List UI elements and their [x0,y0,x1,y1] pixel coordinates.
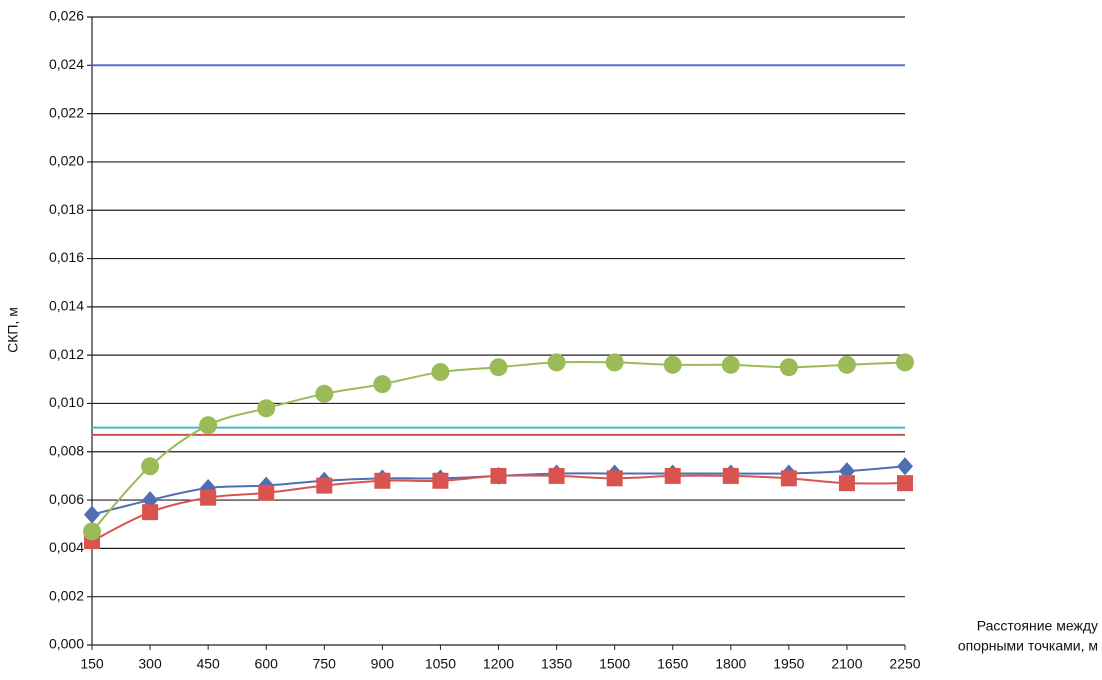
x-tick-label: 1350 [541,656,572,672]
point [897,475,913,492]
y-tick-label: 0,022 [49,104,84,120]
x-axis-title: опорными точками, м [958,638,1098,654]
point [663,355,682,374]
point [84,505,100,524]
point [897,457,913,476]
point [315,384,334,403]
x-tick-label: 300 [138,656,162,672]
x-tick-label: 2250 [889,656,920,672]
x-axis-title: Расстояние между [977,618,1098,634]
point [200,489,217,506]
point [258,484,275,501]
series-line [91,360,906,533]
x-tick-label: 1950 [773,656,804,672]
x-tick-label: 1200 [483,656,514,672]
point [721,355,740,374]
x-tick-label: 1650 [657,656,688,672]
x-tick-label: 600 [255,656,279,672]
point [548,467,565,484]
x-tick-label: 150 [80,656,104,672]
point [257,399,276,418]
point [141,457,160,476]
point [606,470,623,487]
point [837,355,856,374]
point [431,363,450,382]
y-tick-label: 0,020 [49,153,84,169]
point [199,416,218,435]
x-tick-label: 2100 [831,656,862,672]
y-tick-label: 0,012 [49,346,84,362]
y-tick-label: 0,018 [49,201,84,217]
x-tick-label: 1500 [599,656,630,672]
y-tick-label: 0,006 [49,491,84,507]
y-tick-label: 0,004 [49,539,84,555]
point [896,353,914,372]
point [489,358,508,377]
point [490,467,507,484]
point [432,472,449,489]
y-tick-label: 0,010 [49,394,84,410]
point [142,504,159,521]
y-tick-label: 0,024 [49,56,84,72]
point [83,522,101,541]
point [779,358,798,377]
y-tick-label: 0,000 [49,636,84,652]
x-tick-label: 1800 [715,656,746,672]
point [664,467,681,484]
y-tick-label: 0,014 [49,298,84,314]
point [316,477,333,494]
x-tick-label: 450 [196,656,220,672]
x-tick-label: 1050 [425,656,456,672]
y-tick-label: 0,026 [49,8,84,24]
y-axis-title: СКП, м [5,307,21,353]
point [547,353,566,372]
point [374,472,391,489]
x-tick-label: 750 [313,656,337,672]
x-tick-label: 900 [371,656,395,672]
point [780,470,797,487]
y-tick-label: 0,008 [49,442,84,458]
y-tick-label: 0,002 [49,587,84,603]
point [722,467,739,484]
point [838,475,855,492]
point [373,375,392,394]
y-tick-label: 0,016 [49,249,84,265]
point [605,353,624,372]
